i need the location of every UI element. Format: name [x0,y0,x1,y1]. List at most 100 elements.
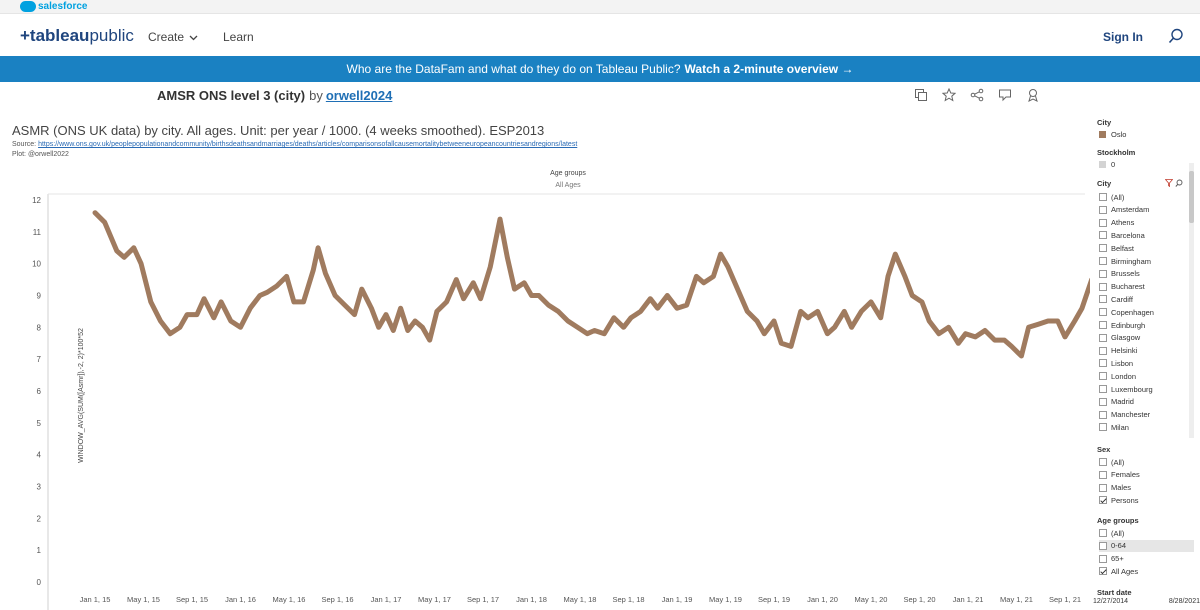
filter-item-label: Barcelona [1111,230,1145,240]
x-tick-label: Sep 1, 19 [758,595,790,604]
chart-grid [47,193,1085,610]
y-tick-label: 12 [32,196,41,205]
sex-filter-item[interactable]: (All) [1099,456,1194,468]
city-filter-item[interactable]: Lisbon [1099,357,1194,369]
salesforce-cloud-icon [20,1,36,12]
viz-author-link[interactable]: orwell2024 [325,88,393,103]
checkbox[interactable] [1099,554,1107,563]
city-filter-item[interactable]: Luxembourg [1099,383,1194,395]
city-filter-item[interactable]: Manchester [1099,409,1194,421]
filter-item-label: Manchester [1111,410,1151,420]
favorite-star-icon[interactable] [942,88,956,102]
city-filter-item[interactable]: Belfast [1099,242,1194,254]
checkbox[interactable] [1099,231,1107,240]
comment-icon[interactable] [998,88,1012,102]
checkbox[interactable] [1099,308,1107,317]
city-filter-item[interactable]: Glasgow [1099,332,1194,344]
city-filter-item[interactable]: Amsterdam [1099,204,1194,216]
checkbox[interactable] [1099,205,1107,214]
checkbox[interactable] [1099,295,1107,304]
nav-learn[interactable]: Learn [223,30,254,44]
x-axis-ticks: Jan 1, 15 May 1, 15 Sep 1, 15 Jan 1, 16 May … [80,595,1081,604]
sex-filter-item[interactable]: Females [1099,469,1194,481]
filter-item-label: (All) [1111,192,1125,202]
start-date-slider[interactable]: 12/27/2014 8/28/2021 [1093,598,1200,605]
copy-icon[interactable] [914,88,928,102]
city-filter-item[interactable]: Cardiff [1099,293,1194,305]
checkbox[interactable] [1099,541,1107,550]
checkbox[interactable] [1099,333,1107,342]
sex-filter-item[interactable]: Persons [1099,494,1194,506]
filter-item-label: (All) [1111,457,1125,467]
x-tick-label: May 1, 20 [855,595,888,604]
filter-item-label: Madrid [1111,397,1134,407]
age-filter-item[interactable]: 0-64 [1099,539,1194,552]
viz-title-block: AMSR ONS level 3 (city) by orwell2024 [157,88,392,103]
checkbox[interactable] [1099,269,1107,278]
x-tick-label: Sep 1, 21 [1049,595,1081,604]
checkbox[interactable] [1099,346,1107,355]
city-filter-item[interactable]: Brussels [1099,268,1194,280]
checkbox[interactable] [1099,244,1107,253]
checkbox[interactable] [1099,423,1107,432]
checkbox[interactable] [1099,458,1107,466]
chart-title: ASMR (ONS UK data) by city. All ages. Un… [12,123,545,138]
checkbox[interactable] [1099,385,1107,393]
filter-item-label: Persons [1111,495,1139,505]
banner-link[interactable]: Watch a 2-minute overview → [684,62,854,76]
city-filter-scroll-thumb[interactable] [1189,171,1194,223]
sign-in-link[interactable]: Sign In [1103,30,1143,44]
checkbox[interactable] [1099,567,1107,576]
salesforce-logo[interactable]: salesforce [20,1,87,12]
checkbox[interactable] [1099,321,1107,329]
city-filter-item[interactable]: Birmingham [1099,255,1194,267]
checkbox[interactable] [1099,470,1107,479]
checkbox[interactable] [1099,282,1107,291]
city-filter-item[interactable]: London [1099,370,1194,382]
city-filter-item[interactable]: Barcelona [1099,229,1194,241]
city-filter-item[interactable]: Bucharest [1099,281,1194,293]
age-filter-item[interactable]: All Ages [1099,565,1194,577]
checkbox[interactable] [1099,397,1107,406]
metrics-icon[interactable] [1026,88,1040,102]
filter-search-icon[interactable] [1175,179,1183,187]
promo-banner: Who are the DataFam and what do they do … [0,56,1200,82]
age-filter-item[interactable]: 65+ [1099,553,1194,565]
checkbox[interactable] [1099,359,1107,368]
city-filter-item[interactable]: (All) [1099,191,1194,203]
filter-item-label: 65+ [1111,554,1124,564]
sex-filter-item[interactable]: Males [1099,482,1194,494]
filter-item-label: Bucharest [1111,282,1145,292]
city-filter-item[interactable]: Milan [1099,421,1194,433]
checkbox[interactable] [1099,496,1107,505]
checkbox[interactable] [1099,529,1107,537]
legend-swatch[interactable] [1099,161,1106,168]
city-filter-scrollbar[interactable] [1189,163,1194,438]
filter-item-label: Edinburgh [1111,320,1146,330]
city-filter-item[interactable]: Athens [1099,217,1194,229]
legend-label[interactable]: 0 [1111,160,1116,169]
checkbox[interactable] [1099,193,1107,201]
city-filter-item[interactable]: Edinburgh [1099,319,1194,331]
age-filter-item[interactable]: (All) [1099,527,1194,539]
checkbox[interactable] [1099,372,1107,381]
checkbox[interactable] [1099,410,1107,419]
nav-create[interactable]: Create [148,30,198,44]
city-filter-item[interactable]: Copenhagen [1099,306,1194,318]
checkbox[interactable] [1099,218,1107,227]
legend-label[interactable]: Oslo [1111,130,1127,139]
city-filter-item[interactable]: Helsinki [1099,345,1194,357]
checkbox[interactable] [1099,483,1107,492]
clear-filter-icon[interactable] [1165,179,1173,187]
x-tick-label: Jan 1, 17 [371,595,402,604]
x-tick-label: Sep 1, 18 [612,595,644,604]
search-icon[interactable] [1168,28,1184,44]
city-filter-item[interactable]: Madrid [1099,396,1194,408]
source-link[interactable]: https://www.ons.gov.uk/peoplepopulationa… [38,141,578,148]
series-line-oslo[interactable] [92,210,1090,436]
tableau-public-logo[interactable]: +tableaupublic [20,26,134,46]
checkbox[interactable] [1099,257,1107,265]
share-icon[interactable] [970,88,984,102]
legend-swatch[interactable] [1099,131,1106,138]
